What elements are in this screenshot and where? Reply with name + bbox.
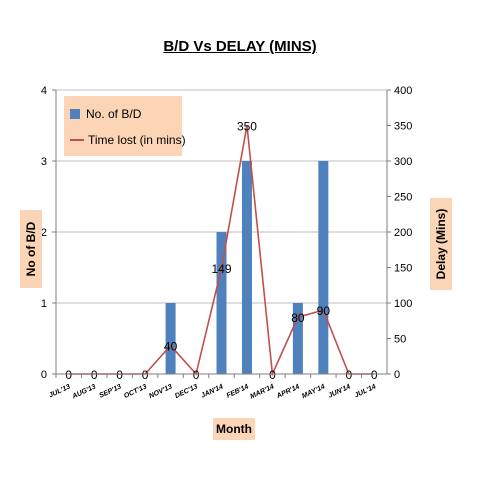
y-tick-label: 1 (41, 298, 47, 310)
x-tick-label: MAR'14 (249, 383, 275, 400)
data-label: 0 (116, 368, 123, 382)
y2-tick-label: 400 (394, 85, 412, 97)
chart-title: B/D Vs DELAY (MINS) (163, 38, 317, 55)
data-label: 0 (345, 368, 352, 382)
y2-tick-label: 0 (394, 369, 400, 381)
y-axis-title: No of B/D (20, 210, 42, 288)
x-tick-label: OCT'13 (123, 383, 148, 400)
y2-tick-label: 250 (394, 192, 412, 204)
data-label: 0 (193, 368, 200, 382)
x-tick-label: FEB'14 (226, 383, 250, 399)
y2-tick-label: 150 (394, 263, 412, 275)
x-tick-label: NOV'13 (148, 383, 173, 400)
legend: No. of B/D Time lost (in mins) (64, 96, 186, 156)
x-tick-label: AUG'13 (71, 383, 98, 400)
bar (241, 161, 252, 374)
x-tick-label: JUN'14 (327, 383, 351, 399)
bar (165, 303, 176, 374)
data-label: 40 (164, 340, 178, 354)
y-tick-label: 3 (41, 156, 47, 168)
data-label: 80 (291, 311, 305, 325)
x-tick-label: JUL'14 (354, 383, 378, 399)
y-tick-label: 0 (41, 369, 47, 381)
data-label: 0 (91, 368, 98, 382)
data-label: 350 (237, 120, 257, 134)
y2-tick-label: 350 (394, 121, 412, 133)
x-tick-label: JAN'14 (200, 383, 224, 399)
y-tick-label: 2 (41, 227, 47, 239)
x-tick-label: APR'14 (275, 383, 301, 400)
legend-bar-label: No. of B/D (86, 107, 142, 121)
bar (292, 303, 303, 374)
y-tick-label: 4 (41, 85, 47, 97)
y2-tick-label: 50 (394, 334, 406, 346)
x-tick-label: JUL'13 (48, 383, 72, 399)
legend-item-bar: No. of B/D (70, 107, 141, 121)
legend-bar-swatch (70, 109, 80, 119)
data-label: 90 (317, 304, 331, 318)
bar (318, 161, 329, 374)
bar (216, 232, 227, 374)
data-label: 0 (371, 368, 378, 382)
legend-line-swatch (70, 139, 84, 141)
y2-tick-label: 300 (394, 156, 412, 168)
x-tick-label: MAY'14 (301, 383, 326, 400)
y2-tick-label: 100 (394, 298, 412, 310)
y2-axis-title: Delay (Mins) (430, 198, 452, 290)
y2-tick-label: 200 (394, 227, 412, 239)
data-label: 149 (211, 262, 231, 276)
legend-line-label: Time lost (in mins) (88, 133, 186, 147)
x-axis-title: Month (213, 418, 255, 440)
x-tick-label: SEP'13 (98, 383, 122, 399)
legend-item-line: Time lost (in mins) (70, 133, 186, 147)
data-label: 0 (142, 368, 149, 382)
data-label: 0 (65, 368, 72, 382)
data-label: 0 (269, 368, 276, 382)
x-tick-label: DEC'13 (174, 383, 199, 400)
